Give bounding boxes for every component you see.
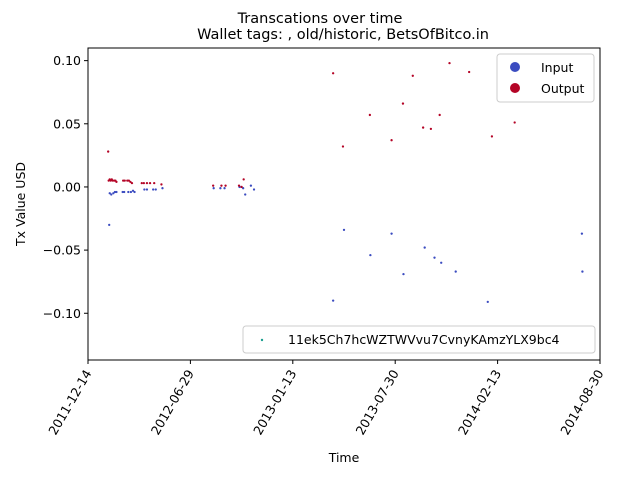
- legend-address-marker: [260, 338, 264, 342]
- input-point: [331, 299, 335, 302]
- output-point: [240, 185, 243, 189]
- input-point: [145, 188, 149, 191]
- axes: 0.10 0.05 0.00 −0.05 −0.10 2011-12-14 2012-06-…: [43, 53, 607, 437]
- output-point: [142, 182, 146, 185]
- input-point: [454, 270, 457, 273]
- output-point: [212, 184, 215, 187]
- input-point: [390, 232, 393, 235]
- input-point: [580, 232, 584, 235]
- input-point: [242, 187, 245, 190]
- output-point: [148, 182, 152, 185]
- output-point: [411, 74, 414, 77]
- output-point: [237, 184, 241, 187]
- output-point: [438, 113, 441, 117]
- x-axis-label: Time: [328, 450, 360, 465]
- output-point: [368, 113, 372, 117]
- output-point: [107, 150, 110, 153]
- input-point: [581, 270, 584, 273]
- input-point: [342, 228, 346, 232]
- legend-top: Input Output: [496, 53, 595, 103]
- x-tick-label: 2014-08-30: [557, 367, 606, 437]
- x-tick-label: 2013-07-30: [352, 367, 401, 437]
- x-tick-label: 2012-06-29: [148, 367, 197, 437]
- input-point: [108, 192, 111, 195]
- input-point: [127, 190, 130, 194]
- output-point: [153, 182, 156, 185]
- input-point: [123, 190, 126, 194]
- output-point: [448, 62, 451, 65]
- legend-output-label: Output: [541, 81, 585, 96]
- input-point: [143, 188, 146, 191]
- input-point: [423, 246, 426, 249]
- y-tick-label: −0.05: [43, 243, 81, 258]
- output-point: [160, 183, 163, 186]
- legend-top-frame: [496, 53, 595, 103]
- legend-bottom-frame: [242, 325, 596, 354]
- input-point: [486, 300, 489, 304]
- output-point: [115, 180, 118, 184]
- output-point: [220, 184, 223, 187]
- input-point: [433, 256, 436, 259]
- input-point: [244, 193, 247, 196]
- legend-input-marker: [510, 62, 520, 72]
- input-point: [152, 188, 155, 191]
- input-point: [252, 188, 256, 191]
- output-point: [421, 126, 425, 129]
- legend-address-label: 11ek5Ch7hcWZTWVvu7CvnyKAmzYLX9bc4: [288, 332, 560, 347]
- output-point: [130, 182, 134, 185]
- legend-bottom: 11ek5Ch7hcWZTWVvu7CvnyKAmzYLX9bc4: [242, 325, 596, 354]
- input-point: [440, 261, 443, 264]
- input-point: [249, 184, 253, 187]
- chart-title: Transcations over time: [237, 11, 403, 27]
- y-tick-label: 0.10: [53, 53, 81, 68]
- x-tick-label: 2014-02-13: [455, 367, 504, 437]
- output-point: [129, 180, 132, 184]
- input-point: [402, 272, 405, 276]
- x-tick-label: 2013-01-13: [250, 367, 299, 437]
- input-point: [108, 223, 111, 226]
- output-point: [468, 70, 471, 74]
- y-axis-label: Tx Value USD: [13, 162, 28, 247]
- input-point: [212, 187, 215, 190]
- input-point: [133, 190, 136, 194]
- output-point: [429, 127, 433, 130]
- x-tick-label: 2011-12-14: [45, 367, 94, 437]
- output-point: [123, 179, 126, 182]
- legend-output-marker: [510, 83, 520, 93]
- input-point: [131, 189, 135, 192]
- input-point: [129, 190, 133, 194]
- input-point: [110, 193, 113, 196]
- output-point: [341, 145, 345, 148]
- output-point: [140, 182, 143, 185]
- y-tick-label: 0.05: [53, 116, 81, 131]
- input-point: [154, 188, 157, 191]
- chart-subtitle: Wallet tags: , old/historic, BetsOfBitco…: [197, 27, 489, 43]
- output-point: [401, 102, 405, 105]
- legend-input-label: Input: [541, 60, 573, 75]
- output-point: [490, 135, 494, 138]
- output-point: [513, 121, 516, 124]
- output-point: [242, 178, 245, 181]
- input-point: [223, 187, 226, 190]
- y-tick-label: −0.10: [43, 306, 81, 321]
- input-point: [112, 192, 115, 195]
- output-point: [145, 182, 149, 185]
- y-tick-label: 0.00: [53, 179, 81, 194]
- input-point: [219, 187, 222, 190]
- output-point: [331, 72, 335, 75]
- output-point: [127, 179, 131, 182]
- output-point: [390, 139, 393, 142]
- input-point: [115, 190, 118, 194]
- output-point: [224, 184, 227, 187]
- plot-frame: [87, 47, 601, 361]
- input-point: [369, 254, 372, 257]
- data-points: [107, 62, 584, 304]
- input-point: [161, 187, 164, 190]
